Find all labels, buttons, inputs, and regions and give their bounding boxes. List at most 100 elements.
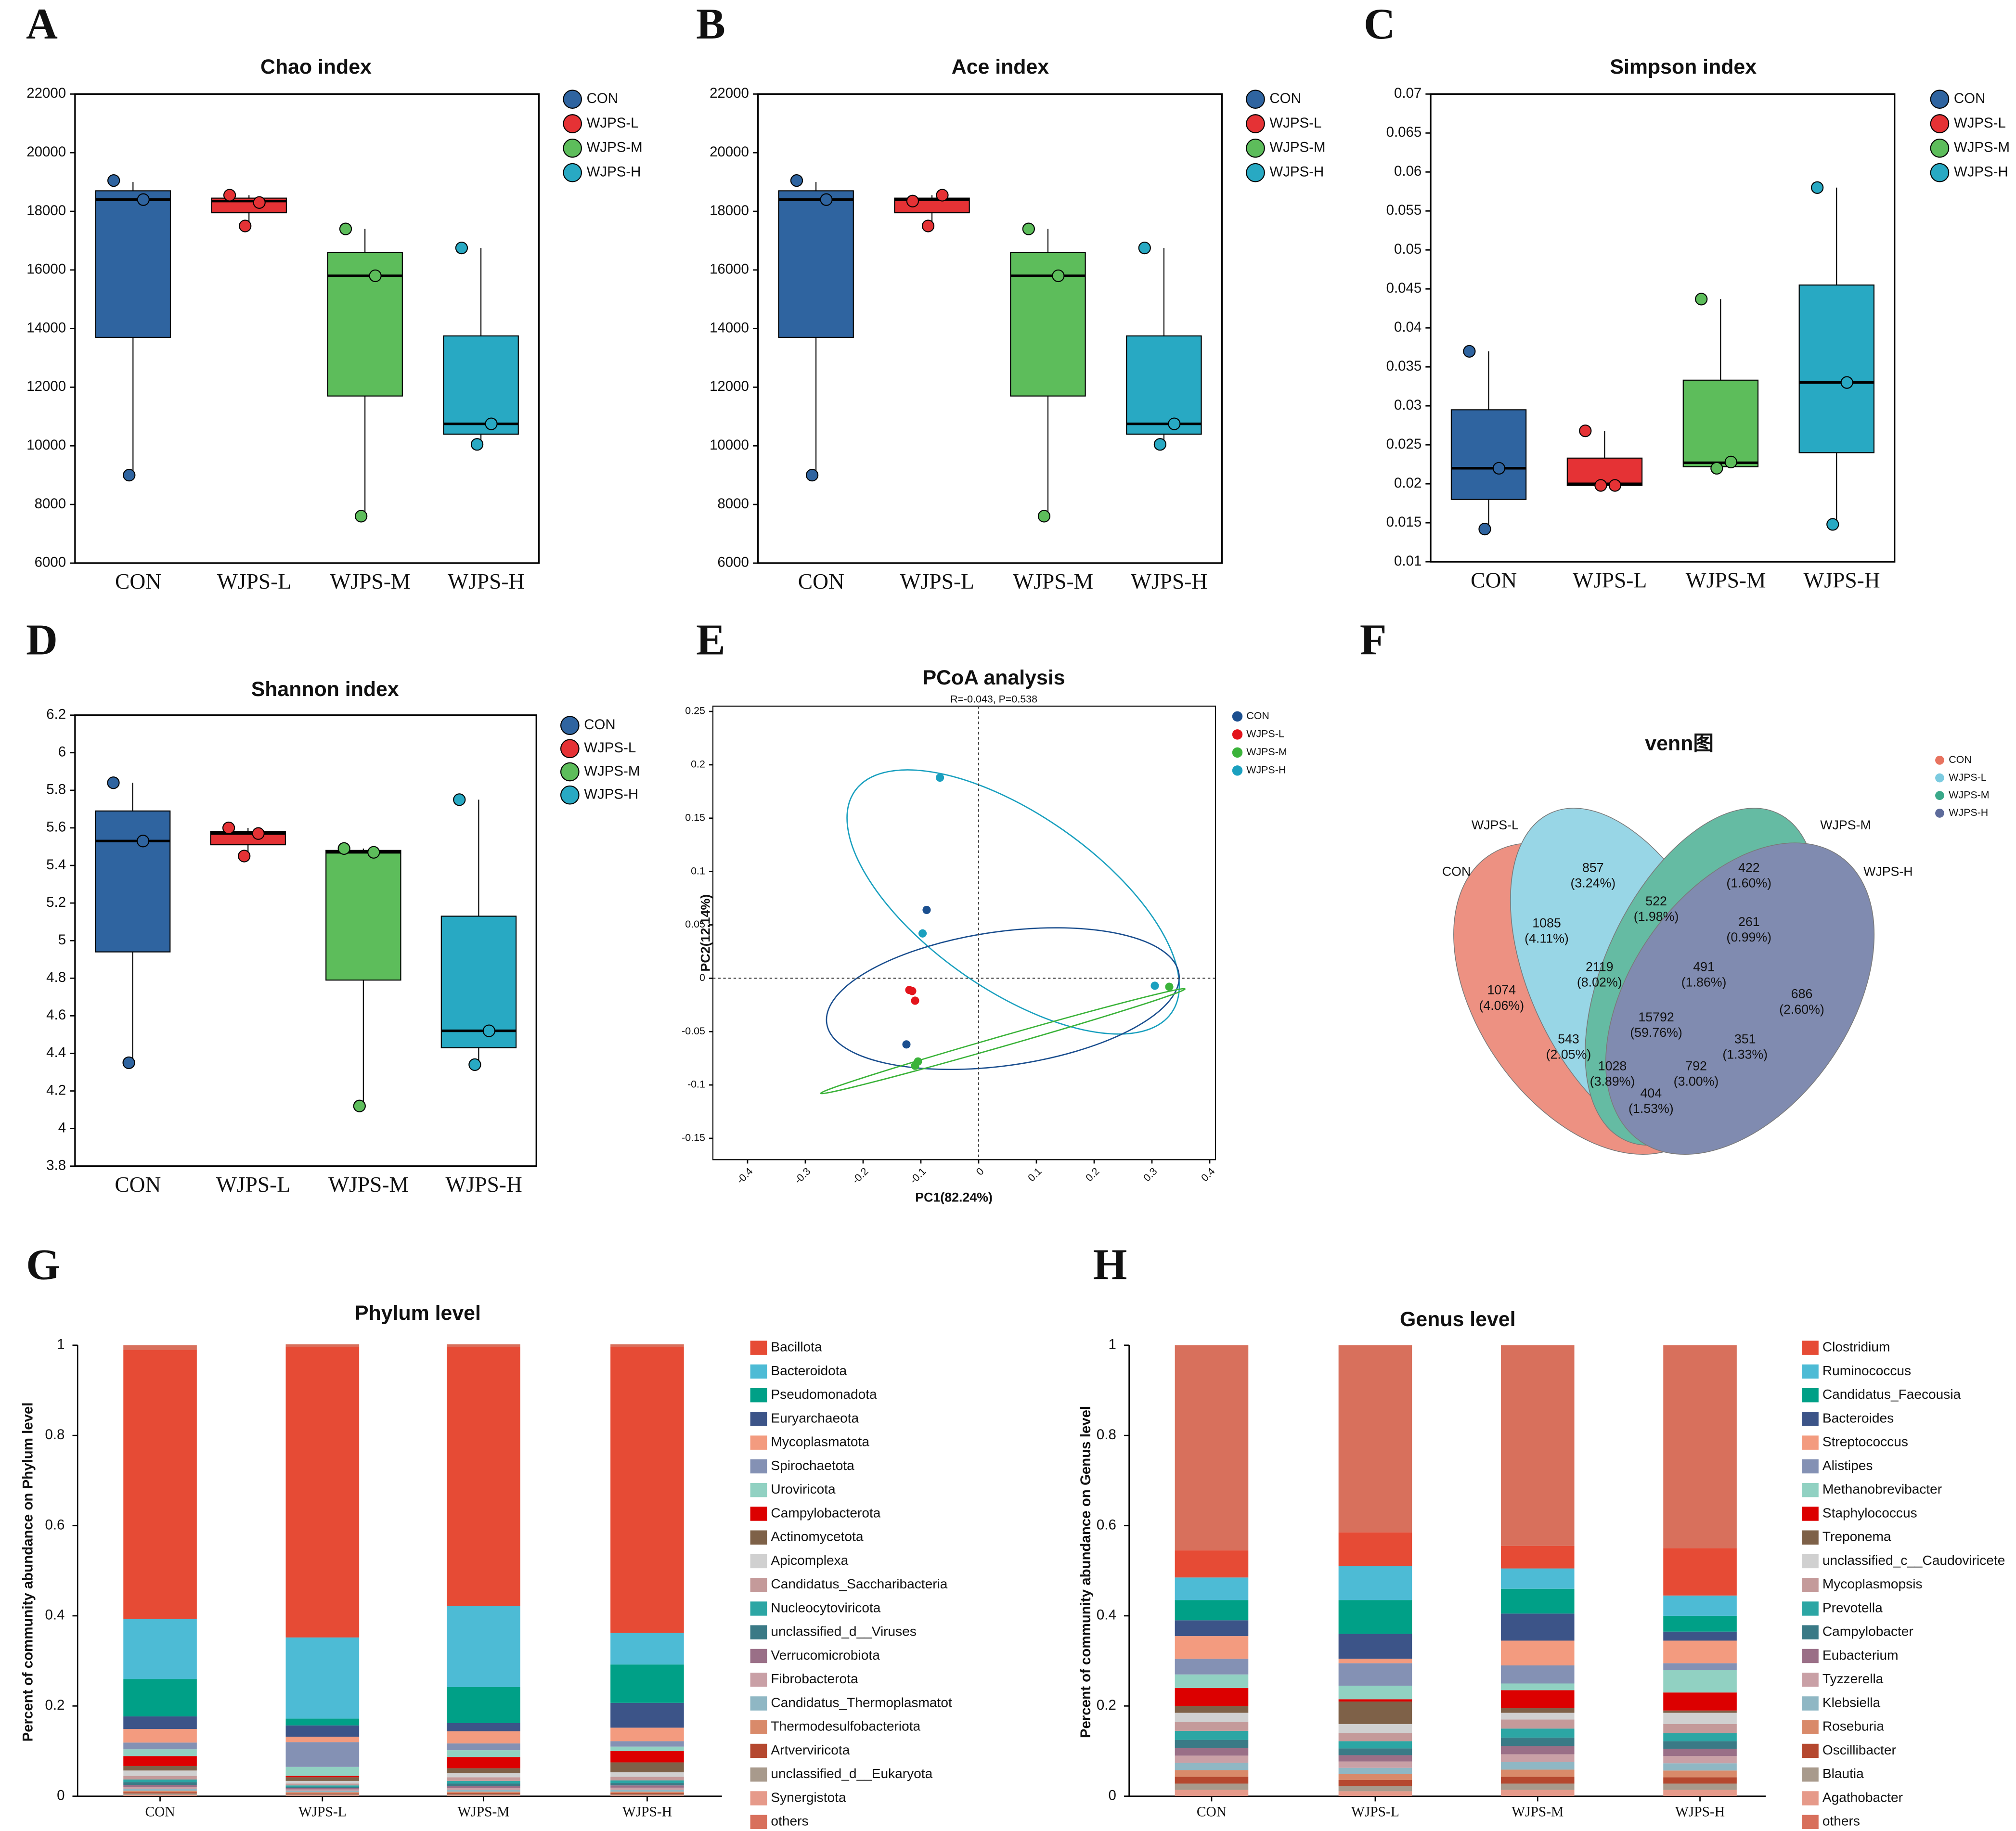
legend-swatch bbox=[750, 1601, 767, 1616]
bar-segment bbox=[285, 1792, 360, 1794]
bar-segment bbox=[1175, 1763, 1249, 1770]
legend-label: WJPS-M bbox=[1954, 140, 2010, 155]
legend-marker bbox=[1930, 163, 1950, 182]
bar-segment bbox=[285, 1795, 360, 1796]
bar-segment bbox=[1500, 1690, 1575, 1709]
region-percent: (8.02%) bbox=[1577, 975, 1622, 990]
bar-segment bbox=[447, 1795, 520, 1796]
bar-segment bbox=[447, 1757, 520, 1768]
bar-segment bbox=[285, 1637, 360, 1719]
bar-segment bbox=[1500, 1754, 1575, 1762]
y-tick-label: 0.8 bbox=[1097, 1427, 1116, 1443]
region-count: 1028 bbox=[1598, 1059, 1627, 1073]
bar-segment bbox=[610, 1777, 684, 1780]
set-label: WJPS-H bbox=[1863, 864, 1913, 878]
bar-segment bbox=[1175, 1777, 1249, 1784]
legend-label: CON bbox=[584, 717, 615, 733]
legend-label: Tyzzerella bbox=[1822, 1671, 1884, 1686]
y-tick-label: 1 bbox=[1108, 1337, 1116, 1353]
bar-segment bbox=[447, 1750, 520, 1757]
bar-segment bbox=[610, 1780, 684, 1783]
bar-segment bbox=[285, 1783, 360, 1786]
region-percent: (1.33%) bbox=[1722, 1047, 1768, 1062]
legend-label: CON bbox=[1269, 90, 1301, 106]
legend-label: WJPS-H bbox=[1246, 764, 1286, 775]
region-count: 522 bbox=[1645, 894, 1667, 908]
bar-segment bbox=[447, 1344, 520, 1347]
legend-label: Campylobacter bbox=[1822, 1624, 1913, 1639]
bar-segment bbox=[1175, 1770, 1249, 1777]
bar-segment bbox=[1338, 1566, 1412, 1600]
bar-segment bbox=[1338, 1779, 1412, 1786]
panel-letter: G bbox=[26, 1240, 60, 1289]
bar-segment bbox=[1663, 1548, 1737, 1596]
bar-segment bbox=[610, 1787, 684, 1790]
x-tick-label: WJPS-L bbox=[900, 569, 974, 593]
region-percent: (1.60%) bbox=[1726, 876, 1771, 890]
bar-segment bbox=[1338, 1748, 1412, 1755]
y-tick-label: 0.06 bbox=[1394, 163, 1422, 179]
legend-label: Thermodesulfobacteriota bbox=[771, 1719, 920, 1734]
bar-segment bbox=[1500, 1783, 1575, 1790]
box bbox=[1798, 284, 1875, 453]
legend-swatch bbox=[750, 1459, 767, 1474]
bar-segment bbox=[1663, 1770, 1737, 1778]
legend-swatch bbox=[1802, 1459, 1819, 1474]
legend-swatch bbox=[1802, 1672, 1819, 1687]
legend-label: WJPS-H bbox=[1269, 164, 1324, 180]
legend-swatch bbox=[750, 1577, 767, 1592]
data-point bbox=[1594, 479, 1607, 492]
legend-label: WJPS-L bbox=[584, 740, 636, 756]
bar-segment bbox=[447, 1731, 520, 1744]
data-point bbox=[470, 438, 484, 451]
bar-segment bbox=[1663, 1724, 1737, 1733]
data-point bbox=[468, 1058, 481, 1071]
panel-letter: E bbox=[696, 615, 725, 664]
legend-swatch bbox=[750, 1483, 767, 1497]
bar-segment bbox=[447, 1346, 520, 1606]
box bbox=[94, 810, 171, 953]
legend-label: WJPS-H bbox=[584, 786, 638, 802]
y-tick-label: 22000 bbox=[710, 85, 749, 101]
box bbox=[778, 190, 854, 338]
bar-segment bbox=[123, 1779, 197, 1782]
y-tick-label: 0.4 bbox=[1097, 1607, 1116, 1623]
region-count: 857 bbox=[1582, 860, 1604, 875]
y-tick-label: 14000 bbox=[710, 320, 749, 335]
legend-label: CON bbox=[587, 90, 618, 106]
region-count: 1074 bbox=[1487, 983, 1516, 997]
legend-swatch bbox=[1802, 1412, 1819, 1426]
bar-segment bbox=[610, 1792, 684, 1793]
data-point bbox=[355, 510, 368, 523]
bar-segment bbox=[610, 1772, 684, 1777]
bar-segment bbox=[1175, 1688, 1249, 1706]
legend-label: Klebsiella bbox=[1822, 1695, 1881, 1710]
data-point bbox=[339, 222, 352, 235]
y-tick-label: 0.4 bbox=[45, 1607, 65, 1623]
bar-segment bbox=[285, 1346, 360, 1638]
bar-segment bbox=[1663, 1783, 1737, 1790]
bar-segment bbox=[1338, 1701, 1412, 1724]
legend-swatch bbox=[1802, 1720, 1819, 1734]
data-point bbox=[137, 193, 150, 206]
data-point bbox=[369, 269, 382, 283]
bar-segment bbox=[447, 1687, 520, 1723]
y-tick-label: 0.15 bbox=[685, 812, 705, 823]
legend-swatch bbox=[1802, 1341, 1819, 1355]
legend-label: Mycoplasmopsis bbox=[1822, 1576, 1923, 1591]
chart-title: Ace index bbox=[952, 55, 1049, 78]
legend-swatch bbox=[750, 1388, 767, 1403]
bar-segment bbox=[1175, 1706, 1249, 1713]
legend-swatch bbox=[750, 1507, 767, 1521]
legend-swatch bbox=[750, 1412, 767, 1426]
bar-segment bbox=[1663, 1749, 1737, 1756]
legend-swatch bbox=[750, 1720, 767, 1734]
bar-segment bbox=[285, 1737, 360, 1742]
data-point bbox=[1811, 181, 1824, 194]
chart-title: Simpson index bbox=[1610, 55, 1757, 78]
box bbox=[327, 252, 403, 397]
legend-label: CON bbox=[1949, 754, 1972, 765]
bar-segment bbox=[1663, 1640, 1737, 1663]
legend-label: Actinomycetota bbox=[771, 1529, 863, 1544]
bar-segment bbox=[1663, 1741, 1737, 1749]
